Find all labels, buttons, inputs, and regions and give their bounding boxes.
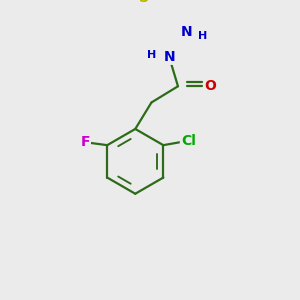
Text: H: H xyxy=(198,31,208,41)
Text: F: F xyxy=(80,135,90,149)
Text: O: O xyxy=(204,79,216,93)
Text: H: H xyxy=(147,50,156,60)
Text: Cl: Cl xyxy=(181,134,196,148)
Text: N: N xyxy=(181,25,193,39)
Text: S: S xyxy=(139,0,149,5)
Text: N: N xyxy=(163,50,175,64)
